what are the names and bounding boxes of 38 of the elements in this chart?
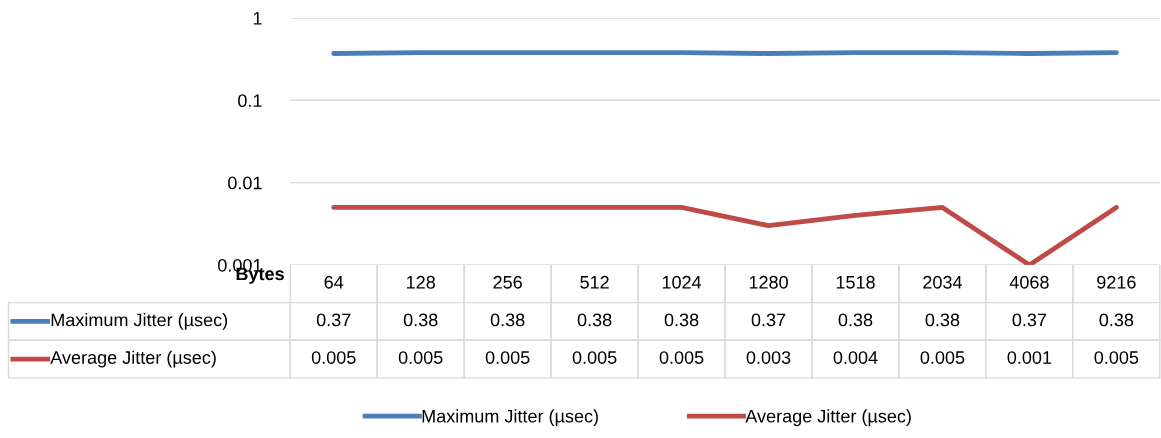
data-label: 0.005 — [485, 351, 530, 364]
data-label: 0.004 — [833, 351, 878, 364]
text: Average Jitter (µsec) — [50, 350, 216, 368]
data-label: 0.38 — [838, 313, 873, 327]
data-label: 0.005 — [311, 351, 356, 364]
data-label: 0.38 — [664, 313, 699, 327]
x-tick-label: 128 — [407, 275, 435, 289]
legend-label: Average Jitter (µsec) — [745, 409, 911, 427]
data-label: 0.37 — [316, 313, 351, 327]
x-tick-label: 1024 — [662, 275, 702, 289]
data-label: 0.005 — [920, 351, 965, 364]
y-tick-label: 0.01 — [228, 176, 262, 190]
data-label: 0.005 — [572, 351, 617, 364]
data-label: 0.005 — [1094, 351, 1139, 364]
x-tick-label: 512 — [580, 275, 609, 289]
data-label: 0.38 — [490, 313, 525, 327]
data-label: 0.37 — [1012, 313, 1047, 327]
y-tick-label: 1 — [253, 12, 262, 25]
x-tick-label: 1518 — [836, 275, 875, 289]
data-label: 0.37 — [751, 313, 786, 327]
data-label: 0.001 — [1007, 351, 1052, 364]
data-label: 0.38 — [403, 313, 438, 327]
x-tick-label: 1280 — [749, 275, 788, 289]
data-label: 0.38 — [577, 313, 612, 327]
x-tick-label: 4068 — [1009, 275, 1049, 289]
data-label: 0.005 — [398, 351, 443, 364]
text: Maximum Jitter (µsec) — [422, 409, 598, 427]
legend-label: Maximum Jitter (µsec) — [51, 313, 228, 330]
x-tick-label: 2034 — [923, 275, 962, 289]
line-series — [331, 205, 1119, 265]
x-tick-label: 9216 — [1097, 275, 1136, 289]
x-tick-label: 256 — [493, 275, 522, 289]
data-label: 0.003 — [746, 351, 791, 364]
data-label: 0.38 — [1099, 313, 1134, 327]
data-label: 0.005 — [659, 351, 704, 364]
y-tick-label: 0.1 — [238, 94, 262, 108]
data-label: 0.38 — [925, 313, 960, 327]
x-tick-label: 64 — [324, 275, 344, 289]
